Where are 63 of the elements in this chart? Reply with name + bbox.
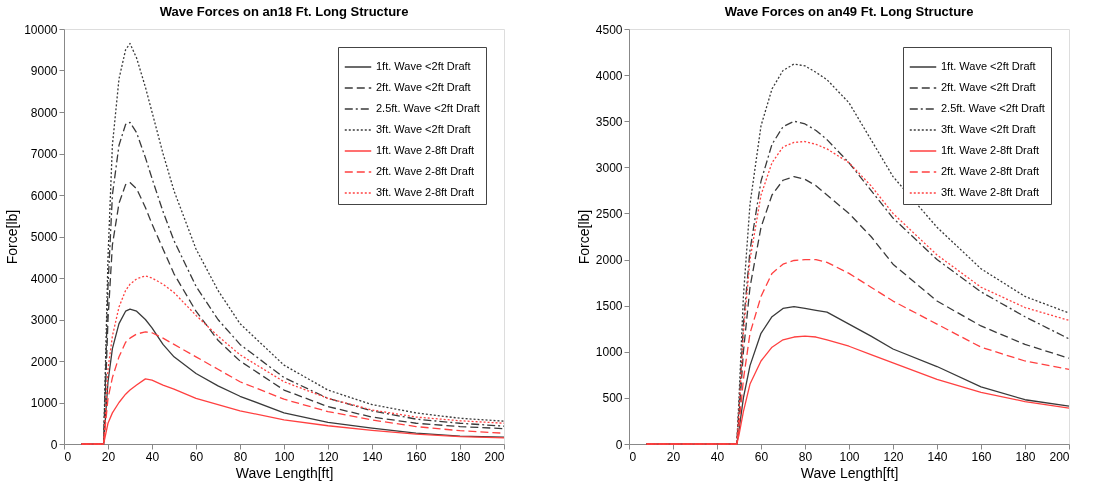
y-tick-label: 9000 [30, 64, 58, 78]
legend-label: 1ft. Wave <2ft Draft [941, 60, 1036, 72]
x-tick-label: 80 [798, 449, 813, 464]
legend-label: 1ft. Wave 2-8ft Draft [941, 144, 1040, 156]
x-tick-label: 0 [64, 449, 72, 464]
y-tick-label: 0 [50, 437, 58, 452]
legend-label: 3ft. Wave <2ft Draft [376, 123, 471, 135]
chart-title: Wave Forces on an18 Ft. Long Structure [159, 4, 409, 19]
y-tick-label: 7000 [30, 147, 58, 161]
x-tick-label: 200 [1049, 449, 1070, 464]
y-tick-label: 3500 [595, 114, 623, 129]
y-tick-label: 2000 [595, 253, 623, 268]
y-tick-label: 3000 [30, 313, 58, 327]
y-tick-label: 10000 [24, 22, 58, 37]
x-tick-label: 200 [484, 449, 505, 464]
x-tick-label: 0 [629, 449, 637, 464]
x-tick-label: 160 [971, 449, 992, 464]
x-tick-label: 40 [145, 449, 160, 464]
legend-label: 2.5ft. Wave <2ft Draft [941, 102, 1045, 114]
y-tick-label: 6000 [30, 188, 58, 203]
y-tick-label: 0 [615, 437, 623, 452]
y-tick-label: 4000 [30, 271, 58, 286]
y-tick-label: 4500 [595, 22, 623, 37]
legend-label: 2ft. Wave <2ft Draft [376, 81, 471, 93]
legend-label: 2ft. Wave 2-8ft Draft [376, 165, 475, 177]
y-tick-label: 5000 [30, 230, 58, 244]
x-tick-label: 140 [927, 449, 948, 464]
legend-label: 2ft. Wave <2ft Draft [941, 81, 1036, 93]
x-tick-label: 60 [189, 449, 204, 464]
y-tick-label: 1000 [595, 345, 623, 360]
legend-label: 3ft. Wave <2ft Draft [941, 123, 1036, 135]
legend-label: 1ft. Wave 2-8ft Draft [376, 144, 475, 156]
y-tick-label: 1000 [30, 396, 58, 410]
x-tick-label: 180 [450, 449, 471, 464]
y-tick-label: 500 [602, 391, 623, 406]
x-axis-title: Wave Length[ft] [800, 464, 899, 481]
y-tick-label: 4000 [595, 68, 623, 83]
chart-title: Wave Forces on an49 Ft. Long Structure [724, 4, 974, 19]
x-tick-label: 100 [839, 449, 860, 464]
legend-label: 3ft. Wave 2-8ft Draft [941, 186, 1040, 198]
x-tick-label: 40 [710, 449, 725, 464]
x-tick-label: 100 [274, 449, 295, 464]
legend-label: 3ft. Wave 2-8ft Draft [376, 186, 475, 198]
y-tick-label: 1500 [595, 299, 623, 314]
x-tick-label: 180 [1015, 449, 1036, 464]
x-tick-label: 20 [101, 449, 116, 464]
y-tick-label: 8000 [30, 105, 58, 120]
y-tick-label: 2500 [595, 206, 623, 221]
y-axis-title: Force[lb] [4, 209, 21, 265]
y-axis-title: Force[lb] [575, 209, 592, 265]
x-axis-title: Wave Length[ft] [235, 464, 334, 481]
x-tick-label: 120 [318, 449, 339, 464]
y-tick-label: 3000 [595, 160, 623, 175]
x-tick-label: 80 [233, 449, 248, 464]
x-tick-label: 60 [754, 449, 769, 464]
x-tick-label: 120 [883, 449, 904, 464]
x-tick-label: 20 [666, 449, 681, 464]
legend-label: 1ft. Wave <2ft Draft [376, 60, 471, 72]
x-tick-label: 140 [362, 449, 383, 464]
y-tick-label: 2000 [30, 354, 58, 369]
legend-label: 2.5ft. Wave <2ft Draft [376, 102, 480, 114]
legend-label: 2ft. Wave 2-8ft Draft [941, 165, 1040, 177]
x-tick-label: 160 [406, 449, 427, 464]
